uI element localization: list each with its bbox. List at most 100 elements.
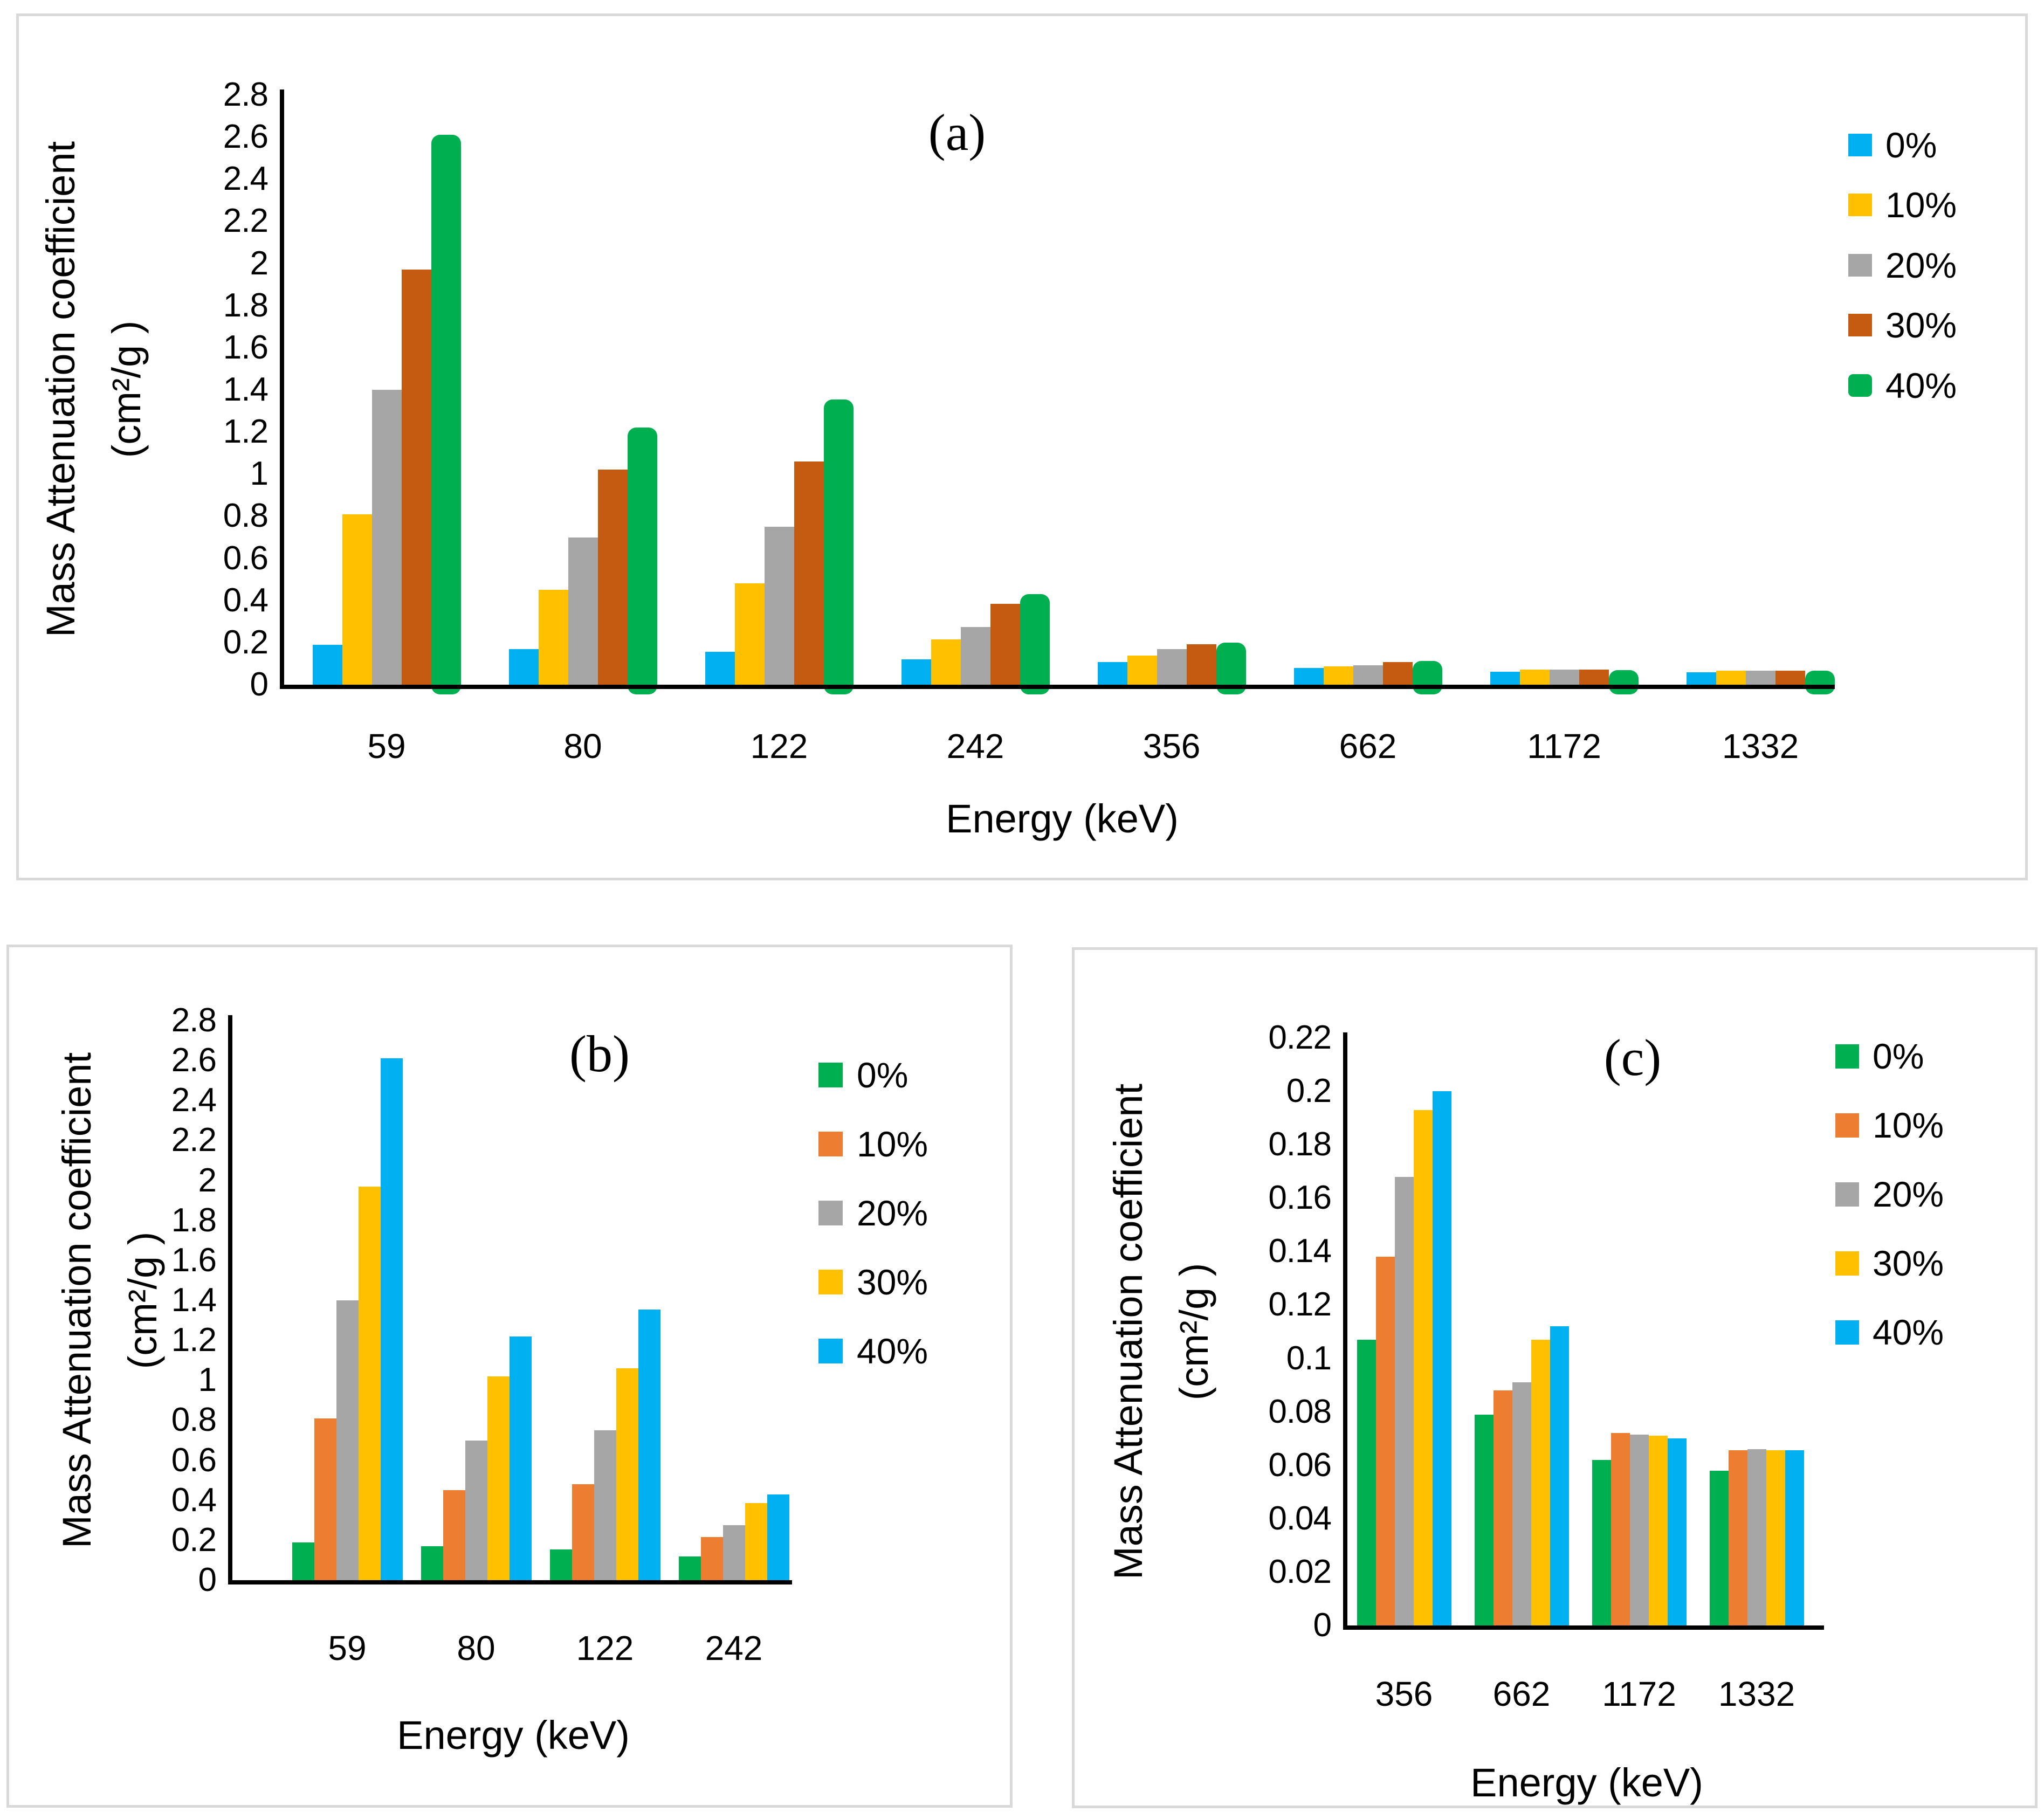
- legend-swatch: [818, 1270, 843, 1294]
- bar: [443, 1490, 465, 1580]
- chart-c-plot-area: 0.22 0.2 0.18 0.16 0.14 0.12 0.1 0.08 0.06 0.04 0.…: [1075, 950, 2035, 1806]
- y-tick-label: 1.2: [223, 413, 269, 451]
- panel-c: (c) Mass Attenuation coefficient (cm²/g …: [1072, 947, 2038, 1808]
- y-tick-label: 0.6: [223, 539, 269, 577]
- y-tick-label: 1.4: [223, 371, 269, 408]
- y-tick-label: 0.12: [1268, 1286, 1332, 1324]
- y-axis-line: [228, 1015, 232, 1580]
- chart-b-legend: 0% 10% 20% 30% 40%: [9, 947, 1010, 1805]
- y-tick-label: 2.8: [171, 1002, 217, 1039]
- bar: [1375, 1257, 1395, 1625]
- bar: [1716, 671, 1746, 685]
- bar: [616, 1368, 638, 1580]
- x-tick-label: 662: [1492, 1675, 1551, 1713]
- x-tick-label: 122: [750, 727, 808, 766]
- y-tick-label: 2.4: [171, 1081, 217, 1119]
- chart-b: (b) Mass Attenuation coefficient (cm²/g …: [9, 947, 1010, 1805]
- bar: [487, 1376, 510, 1580]
- x-tick-label: 242: [705, 1629, 763, 1668]
- y-tick-label: 0: [198, 1561, 217, 1599]
- bar: [1766, 1450, 1785, 1625]
- bar: [1493, 1390, 1512, 1625]
- y-tick-label: 1.2: [171, 1321, 217, 1359]
- x-tick-label: 1172: [1602, 1675, 1676, 1713]
- y-tick-label: 2.6: [171, 1042, 217, 1079]
- bar: [1648, 1436, 1668, 1625]
- legend-swatch: [818, 1201, 843, 1225]
- bar: [1127, 656, 1157, 685]
- bar: [1474, 1414, 1494, 1625]
- legend-label: 10%: [1885, 185, 1957, 225]
- y-tick-label: 1: [250, 455, 269, 493]
- legend-label: 20%: [857, 1193, 928, 1233]
- y-tick-label: 0.02: [1268, 1553, 1332, 1590]
- bar: [1747, 1449, 1766, 1625]
- y-tick-label: 2.6: [223, 118, 269, 156]
- y-tick-label: 0.8: [223, 497, 269, 535]
- legend-label: 30%: [1885, 305, 1957, 345]
- legend-label: 20%: [1885, 245, 1957, 285]
- bar: [1357, 1339, 1376, 1625]
- panel-b: (b) Mass Attenuation coefficient (cm²/g …: [6, 945, 1013, 1808]
- bar: [380, 1058, 403, 1580]
- panel-a: (a) Mass Attenuation coefficient (cm²/g …: [16, 13, 2028, 880]
- bar: [401, 270, 431, 685]
- legend-swatch: [818, 1132, 843, 1156]
- bar: [1629, 1434, 1649, 1625]
- bar: [767, 1494, 789, 1580]
- y-tick-label: 0.1: [1286, 1339, 1332, 1377]
- y-tick-label: 1.4: [171, 1282, 217, 1319]
- bar: [734, 583, 765, 685]
- chart-a-title: (a): [928, 104, 986, 161]
- y-tick-label: 0.18: [1268, 1126, 1332, 1163]
- bar: [1592, 1459, 1611, 1625]
- bar: [1519, 669, 1550, 685]
- bar: [342, 514, 372, 685]
- legend-swatch: [1848, 374, 1872, 397]
- y-axis-line: [1343, 1032, 1347, 1625]
- chart-a-x-axis-title: Energy (keV): [946, 796, 1179, 841]
- bar: [1293, 668, 1324, 685]
- x-tick-label: 1172: [1527, 727, 1601, 766]
- y-tick-label: 0.16: [1268, 1179, 1332, 1217]
- bar: [1686, 672, 1716, 685]
- legend-swatch: [1848, 314, 1872, 336]
- bar: [1186, 644, 1216, 685]
- bar: [1549, 670, 1579, 685]
- bar: [1611, 1433, 1630, 1625]
- y-tick-label: 1.6: [223, 328, 269, 366]
- chart-c-title: (c): [1603, 1029, 1662, 1086]
- bar: [1097, 662, 1127, 685]
- y-tick-label: 0.22: [1268, 1019, 1332, 1056]
- bar: [1020, 594, 1050, 694]
- chart-a-legend: 0% 10% 20% 30% 40%: [19, 16, 2025, 878]
- chart-a-plot-area: 2.8 2.6 2.4 2.2 2 1.8 1.6 1.4 1.2 1 0.8 0.6 0.4 0.2 0 5…: [19, 16, 2025, 878]
- y-axis-line: [280, 89, 284, 685]
- bar: [1667, 1438, 1687, 1625]
- y-tick-label: 2.8: [223, 76, 269, 113]
- y-tick-label: 1.8: [223, 286, 269, 324]
- bar: [508, 649, 539, 685]
- chart-c-x-axis-title: Energy (keV): [1470, 1760, 1703, 1805]
- x-tick-label: 1332: [1718, 1675, 1795, 1713]
- chart-b-x-axis-title: Energy (keV): [397, 1713, 630, 1758]
- bar: [764, 526, 794, 685]
- bar: [1432, 1091, 1451, 1625]
- bar: [371, 390, 402, 685]
- x-tick-label: 242: [946, 727, 1004, 766]
- bar: [312, 644, 342, 685]
- y-tick-label: 0.06: [1268, 1446, 1332, 1484]
- bar: [627, 428, 657, 694]
- x-axis-line: [1343, 1625, 1824, 1630]
- bar: [1157, 649, 1187, 685]
- bar: [823, 399, 854, 694]
- bar: [1728, 1450, 1747, 1625]
- bar: [465, 1440, 487, 1580]
- bar: [1531, 1339, 1550, 1625]
- bar: [509, 1336, 532, 1580]
- bar: [1579, 670, 1609, 685]
- bar: [1745, 671, 1775, 685]
- bar: [1412, 661, 1442, 694]
- legend-swatch: [1835, 1320, 1859, 1345]
- bar: [1785, 1450, 1804, 1625]
